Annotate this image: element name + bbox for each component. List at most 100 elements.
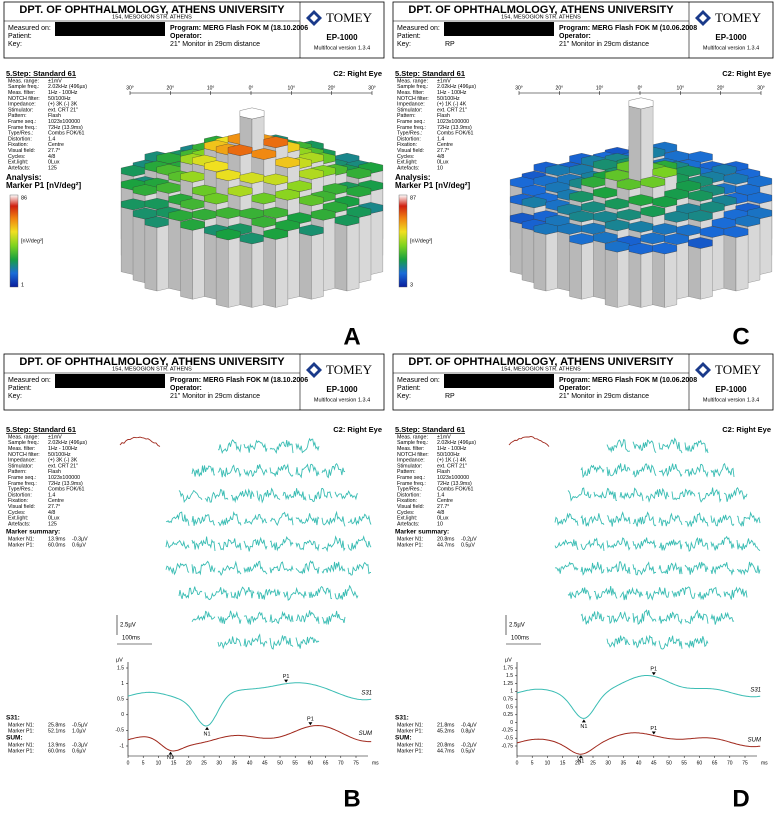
y-tick-label: 1.25 (503, 681, 513, 687)
param-value: Combs FOK/61 (437, 131, 474, 137)
map-cell (239, 172, 265, 184)
param-key: Meas. range: (8, 78, 39, 84)
program: Program: MERG Flash FOK M (18.10.2006 (170, 377, 308, 384)
map-cell (640, 176, 666, 188)
x-tick-label: 5 (531, 760, 534, 766)
response-trace (671, 586, 696, 600)
s31-p1: P1 (650, 667, 657, 673)
response-trace (606, 610, 631, 625)
map-wall (509, 221, 523, 275)
param-key: Type/Res.: (8, 487, 33, 493)
angle-label: 30° (757, 85, 765, 91)
marker-row: 52.1ms (48, 728, 66, 734)
param-value: Flash (437, 469, 450, 475)
map-cell (688, 210, 713, 222)
angle-label: 30° (515, 85, 523, 91)
response-trace (606, 511, 631, 527)
y-tick-label: 1 (121, 681, 124, 687)
response-trace (282, 488, 307, 501)
response-trace (658, 437, 683, 454)
step: 5.Step: Standard 61 (6, 69, 76, 78)
param-key: Ext.light: (397, 160, 417, 166)
sum-label: SUM (748, 737, 761, 743)
logo: TOMEY (715, 362, 762, 377)
marker-row: 21.8ms (437, 722, 455, 728)
x-tick-label: 30 (216, 760, 222, 766)
param-key: Visual field: (8, 148, 35, 154)
param-key: Artefacts: (397, 521, 419, 527)
key-value: RP (445, 393, 455, 400)
marker-row: 20.8ms (437, 536, 455, 542)
response-trace (178, 489, 203, 503)
param-key: Impedance: (397, 102, 425, 108)
param-key: Stimulator: (397, 107, 422, 113)
param-key: Ext.light: (8, 160, 28, 166)
s31-n1: N1 (204, 731, 211, 737)
map-wall (700, 245, 713, 300)
map-wall (664, 250, 678, 308)
header-label: Patient: (397, 33, 421, 40)
x-tick-label: 5 (142, 760, 145, 766)
x-tick-label: 0 (516, 760, 519, 766)
param-key: Ext.light: (397, 516, 417, 522)
response-trace (554, 512, 579, 526)
param-key: Frame seq.: (8, 119, 36, 125)
model: EP-1000 (326, 33, 358, 42)
param-key: Frame seq.: (8, 475, 36, 481)
map-cell (227, 144, 253, 156)
colorbar (398, 194, 408, 288)
param-value: 1.4 (48, 492, 55, 498)
param-value: 0Lux (437, 516, 449, 522)
map-cell (699, 201, 725, 213)
map-cell (346, 167, 372, 179)
response-trace (710, 514, 735, 527)
response-trace (567, 487, 592, 502)
marker-row: 20.8ms (437, 742, 455, 748)
header-box (392, 1, 774, 59)
map-cell (275, 156, 300, 169)
param-key: Meas. filter: (8, 90, 35, 96)
param-value: 1023x100000 (437, 475, 469, 481)
step: 5.Step: Standard 61 (6, 425, 76, 434)
n1-marker (581, 719, 586, 723)
y-tick-label: 0.75 (503, 697, 513, 703)
param-value: 2.02kHz (496µs) (437, 440, 476, 446)
response-trace (204, 587, 229, 601)
y-tick-label: 0.5 (506, 704, 513, 710)
marker-row: -0.3µV (72, 742, 88, 748)
param-value: Flash (48, 113, 61, 119)
header-label: Key: (8, 41, 22, 48)
marker-row: 44.7ms (437, 748, 455, 754)
marker: Marker P1 [nV/deg²] (395, 181, 470, 190)
scale-max: 86 (21, 195, 27, 201)
monitor: 21" Monitor in 29cm distance (170, 393, 260, 400)
logo-mark-inner (699, 14, 707, 22)
param-key: Artefacts: (8, 165, 30, 171)
model: EP-1000 (326, 385, 358, 394)
version: Multifocal version 1.3.4 (314, 45, 370, 51)
param-key: Sample freq.: (8, 440, 40, 446)
marker-row: -0.2µV (461, 742, 477, 748)
x-tick-label: 70 (727, 760, 733, 766)
marker-row: 13.9ms (48, 742, 66, 748)
map-cell (251, 216, 277, 228)
header-label: Key: (397, 393, 411, 400)
response-trace (243, 439, 268, 453)
param-key: Stimulator: (397, 463, 422, 469)
map-cell (688, 189, 713, 202)
response-trace (619, 586, 644, 601)
panel-letter: A (343, 323, 360, 350)
angle-label: 10° (677, 85, 685, 91)
y-tick-label: -0.75 (502, 743, 514, 749)
panel: DPT. OF OPHTHALMOLOGY, ATHENS UNIVERSITY… (3, 353, 385, 812)
step: 5.Step: Standard 61 (395, 425, 465, 434)
param-key: Type/Res.: (397, 131, 422, 137)
param-value: 27.7° (437, 504, 449, 510)
marker-row: 0.6µV (72, 542, 86, 548)
marker-row: -0.5µV (72, 722, 88, 728)
response-trace (619, 487, 644, 502)
response-trace (684, 636, 709, 649)
monitor: 21" Monitor in 29cm distance (559, 41, 649, 48)
param-key: Ext.light: (8, 516, 28, 522)
sum-title: SUM: (395, 735, 412, 742)
